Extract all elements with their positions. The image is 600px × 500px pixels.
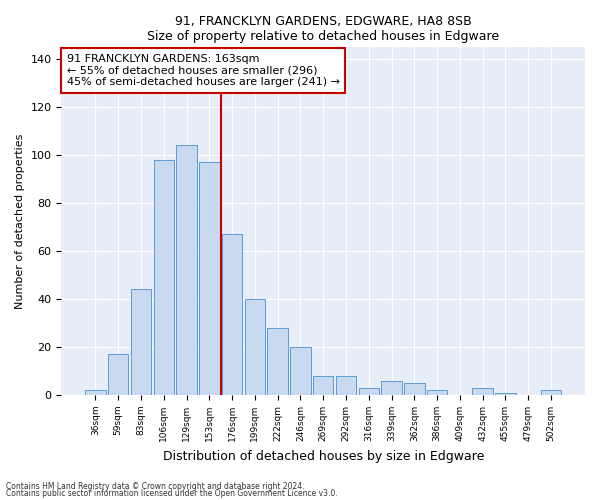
Bar	[427, 390, 448, 395]
Title: 91, FRANCKLYN GARDENS, EDGWARE, HA8 8SB
Size of property relative to detached ho: 91, FRANCKLYN GARDENS, EDGWARE, HA8 8SB …	[147, 15, 499, 43]
Bar	[268, 328, 288, 395]
Bar	[313, 376, 334, 395]
Bar	[541, 390, 561, 395]
Bar	[176, 146, 197, 395]
Text: Contains public sector information licensed under the Open Government Licence v3: Contains public sector information licen…	[6, 490, 338, 498]
Text: Contains HM Land Registry data © Crown copyright and database right 2024.: Contains HM Land Registry data © Crown c…	[6, 482, 305, 491]
Bar	[131, 290, 151, 395]
Bar	[359, 388, 379, 395]
Bar	[154, 160, 174, 395]
Bar	[336, 376, 356, 395]
Bar	[404, 383, 425, 395]
Bar	[495, 392, 515, 395]
Bar	[381, 380, 402, 395]
X-axis label: Distribution of detached houses by size in Edgware: Distribution of detached houses by size …	[163, 450, 484, 462]
Text: 91 FRANCKLYN GARDENS: 163sqm
← 55% of detached houses are smaller (296)
45% of s: 91 FRANCKLYN GARDENS: 163sqm ← 55% of de…	[67, 54, 340, 87]
Bar	[85, 390, 106, 395]
Bar	[290, 347, 311, 395]
Y-axis label: Number of detached properties: Number of detached properties	[15, 134, 25, 308]
Bar	[472, 388, 493, 395]
Bar	[222, 234, 242, 395]
Bar	[108, 354, 128, 395]
Bar	[245, 299, 265, 395]
Bar	[199, 162, 220, 395]
